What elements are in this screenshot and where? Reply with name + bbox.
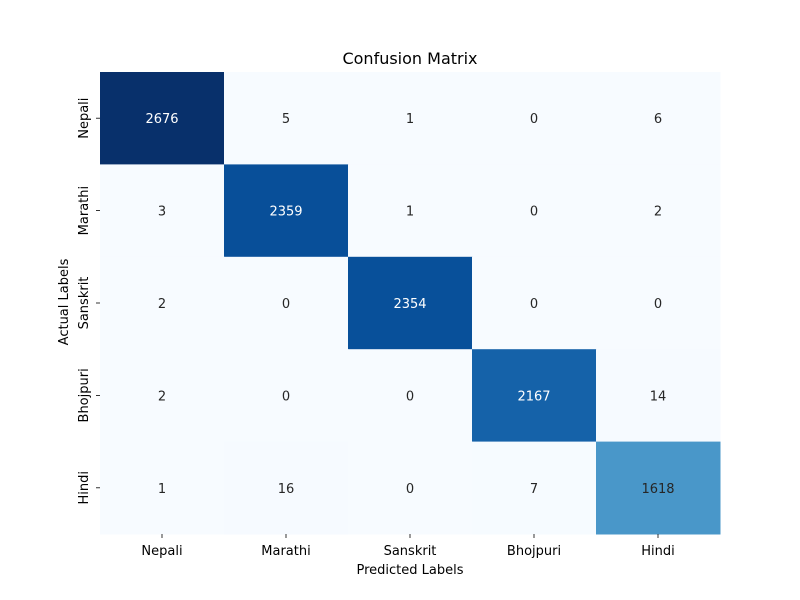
- x-tick-label: Bhojpuri: [507, 544, 561, 559]
- y-tick-label: Hindi: [77, 471, 92, 505]
- cell-value-label: 0: [282, 297, 290, 312]
- cell-value-label: 3: [158, 205, 166, 220]
- heatmap-cell: [100, 164, 225, 258]
- cell-value-label: 7: [530, 482, 538, 497]
- cell-value-label: 0: [406, 389, 414, 404]
- x-tick-label: Hindi: [641, 544, 675, 559]
- heatmap-cell: [472, 72, 597, 165]
- cell-value-label: 1: [406, 205, 414, 220]
- heatmap-cell: [348, 72, 473, 165]
- heatmap-cell: [596, 441, 721, 535]
- x-tick-label: Marathi: [261, 544, 310, 559]
- cell-value-label: 1: [158, 482, 166, 497]
- heatmap-cell: [348, 256, 473, 350]
- heatmap-cells: 2676 5 1 0 6 3 2359 1 0 2 2 0 2354 0 0 2 0 0 2167 14 1 16 0 7 16…: [100, 72, 721, 535]
- heatmap-cell: [100, 349, 225, 443]
- cell-value-label: 0: [654, 297, 662, 312]
- cell-value-label: 0: [530, 205, 538, 220]
- x-tick-label: Nepali: [141, 544, 182, 559]
- cell-value-label: 1: [406, 112, 414, 127]
- heatmap-cell: [472, 349, 597, 443]
- y-tick-label: Nepali: [77, 98, 92, 139]
- heatmap-cell: [100, 441, 225, 535]
- heatmap-cell: [472, 441, 597, 535]
- cell-value-label: 16: [278, 482, 295, 497]
- cell-value-label: 0: [406, 482, 414, 497]
- cell-value-label: 2359: [269, 205, 302, 220]
- cell-value-label: 5: [282, 112, 290, 127]
- cell-value-label: 2: [654, 205, 662, 220]
- heatmap-cell: [596, 164, 721, 258]
- cell-value-label: 2167: [517, 389, 550, 404]
- cell-value-label: 2354: [393, 297, 426, 312]
- heatmap-cell: [348, 441, 473, 535]
- cell-value-label: 1618: [641, 482, 674, 497]
- cell-value-label: 2: [158, 297, 166, 312]
- cell-value-label: 0: [530, 112, 538, 127]
- heatmap-cell: [596, 72, 721, 165]
- heatmap-cell: [596, 256, 721, 350]
- heatmap-cell: [100, 72, 225, 165]
- heatmap-cell: [224, 72, 349, 165]
- heatmap-cell: [224, 441, 349, 535]
- heatmap-cell: [224, 349, 349, 443]
- heatmap-cell: [224, 256, 349, 350]
- cell-value-label: 6: [654, 112, 662, 127]
- heatmap-cell: [348, 164, 473, 258]
- cell-value-label: 0: [282, 389, 290, 404]
- chart-title: Confusion Matrix: [342, 49, 477, 68]
- heatmap-cell: [472, 256, 597, 350]
- heatmap-cell: [348, 349, 473, 443]
- x-tick-labels: Nepali Marathi Sanskrit Bhojpuri Hindi: [141, 534, 675, 559]
- cell-value-label: 2676: [145, 112, 178, 127]
- cell-value-label: 14: [650, 389, 667, 404]
- cell-value-label: 0: [530, 297, 538, 312]
- y-tick-label: Sanskrit: [77, 277, 92, 330]
- y-tick-label: Marathi: [77, 186, 92, 235]
- y-axis-label: Actual Labels: [57, 258, 72, 345]
- heatmap-cell: [596, 349, 721, 443]
- x-tick-label: Sanskrit: [384, 544, 437, 559]
- y-tick-labels: Nepali Marathi Sanskrit Bhojpuri Hindi: [77, 98, 100, 505]
- x-axis-label: Predicted Labels: [356, 563, 463, 578]
- heatmap-cell: [224, 164, 349, 258]
- heatmap-cell: [100, 256, 225, 350]
- cell-value-label: 2: [158, 389, 166, 404]
- heatmap-cell: [472, 164, 597, 258]
- y-tick-label: Bhojpuri: [77, 368, 92, 422]
